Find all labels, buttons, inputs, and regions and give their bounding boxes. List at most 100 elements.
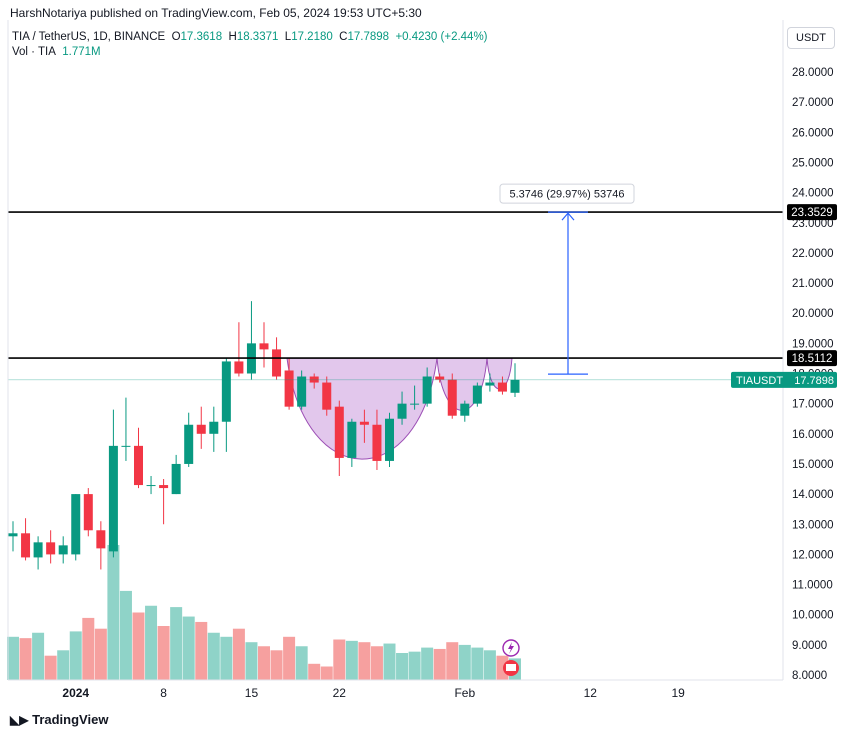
close-label: C (339, 31, 348, 43)
volume-bar (258, 646, 270, 680)
current-price-symbol: TIAUSDT (736, 375, 783, 387)
close-value: 17.7898 (347, 31, 390, 43)
volume-bar (232, 628, 245, 680)
x-tick-label: 8 (160, 686, 167, 700)
candle-body[interactable] (209, 421, 219, 434)
x-tick-label: 22 (333, 686, 347, 700)
volume-bar (245, 642, 258, 680)
volume-bar (358, 642, 371, 680)
current-price-tag (731, 371, 837, 388)
candle-body[interactable] (121, 445, 131, 447)
candle-body[interactable] (234, 361, 244, 374)
candle-body[interactable] (322, 382, 332, 410)
candle-body[interactable] (447, 379, 457, 416)
volume-bar (383, 643, 396, 680)
high-value: 18.3371 (236, 31, 279, 43)
candle-body[interactable] (184, 424, 194, 464)
volume-bar (57, 650, 70, 680)
candle-body[interactable] (21, 533, 31, 558)
candle-body[interactable] (485, 382, 495, 386)
volume-bar (32, 632, 45, 680)
x-tick-label: Feb (454, 686, 475, 700)
y-tick-label: 15.0000 (792, 459, 834, 471)
candle-body[interactable] (146, 485, 156, 487)
candle-body[interactable] (196, 424, 206, 434)
volume-bar (370, 646, 383, 680)
candle-body[interactable] (372, 424, 382, 461)
volume-bar (308, 663, 321, 680)
candle-body[interactable] (334, 406, 344, 458)
y-tick-label: 26.0000 (792, 127, 834, 139)
lightning-glyph-icon (508, 642, 514, 654)
candle-body[interactable] (460, 403, 470, 416)
volume-bar (220, 636, 233, 680)
y-tick-label: 23.0000 (792, 218, 834, 230)
volume-bar (19, 638, 32, 680)
candle-body[interactable] (33, 542, 43, 558)
candle-body[interactable] (134, 445, 143, 486)
volume-bar (207, 632, 220, 680)
volume-bar (483, 650, 496, 680)
candle-body[interactable] (472, 385, 482, 404)
candle-body[interactable] (46, 542, 56, 555)
volume-bar (446, 642, 459, 680)
symbol-name[interactable]: TIA / TetherUS, 1D, BINANCE (12, 31, 166, 43)
y-tick-label: 19.0000 (792, 338, 834, 350)
y-tick-label: 21.0000 (792, 278, 834, 290)
y-tick-label: 27.0000 (792, 97, 834, 109)
candle-body[interactable] (347, 421, 357, 458)
candle-body[interactable] (83, 494, 93, 531)
x-tick-label: 12 (584, 686, 598, 700)
candle-body[interactable] (108, 445, 118, 552)
candle-body[interactable] (497, 382, 507, 392)
y-tick-label: 10.0000 (792, 610, 834, 622)
candle-body[interactable] (96, 530, 106, 549)
candle-body[interactable] (297, 376, 307, 407)
candle-body[interactable] (71, 494, 81, 555)
y-tick-label: 24.0000 (792, 188, 834, 200)
volume-bar (458, 644, 471, 680)
y-tick-label: 11.0000 (792, 580, 833, 592)
candle-body[interactable] (171, 463, 181, 495)
volume-label: Vol · TIA (12, 46, 56, 58)
volume-bar (270, 650, 283, 680)
candle-body[interactable] (359, 421, 369, 425)
candle-body[interactable] (385, 418, 394, 461)
volume-bar (421, 647, 434, 680)
candle-body[interactable] (410, 403, 420, 405)
candle-body[interactable] (259, 343, 269, 350)
low-label: L (284, 31, 292, 43)
currency-button[interactable]: USDT (787, 27, 835, 49)
candle-body[interactable] (309, 376, 319, 383)
volume-value: 1.771M (62, 46, 101, 58)
y-tick-label: 28.0000 (792, 67, 834, 79)
measure-arrow-icon (561, 212, 575, 221)
level-price-tag (787, 350, 837, 367)
candle-body[interactable] (159, 485, 169, 489)
volume-legend: Vol · TIA 1.771M (12, 46, 101, 58)
candle-body[interactable] (422, 376, 432, 404)
candle-body[interactable] (510, 379, 520, 393)
current-price-value: 17.7898 (794, 375, 834, 387)
volume-bar (44, 655, 57, 680)
candle-body[interactable] (58, 545, 68, 555)
y-tick-label: 25.0000 (792, 157, 834, 169)
change-value: +0.4230 (+2.44%) (395, 31, 488, 43)
candle-body[interactable] (221, 361, 231, 422)
candle-body[interactable] (397, 403, 407, 419)
volume-bar (283, 636, 296, 680)
volume-bar (7, 636, 19, 680)
y-tick-label: 20.0000 (792, 308, 834, 320)
candle-body[interactable] (8, 533, 18, 537)
candle-body[interactable] (272, 349, 282, 377)
candle-body[interactable] (284, 370, 294, 407)
level-price-tag-label: 23.3529 (791, 207, 833, 219)
volume-bar (107, 545, 120, 680)
candle-body[interactable] (435, 376, 445, 380)
volume-bar (295, 646, 308, 680)
volume-bar (82, 617, 95, 680)
volume-bar (182, 616, 195, 680)
measure-label-box (499, 183, 635, 204)
